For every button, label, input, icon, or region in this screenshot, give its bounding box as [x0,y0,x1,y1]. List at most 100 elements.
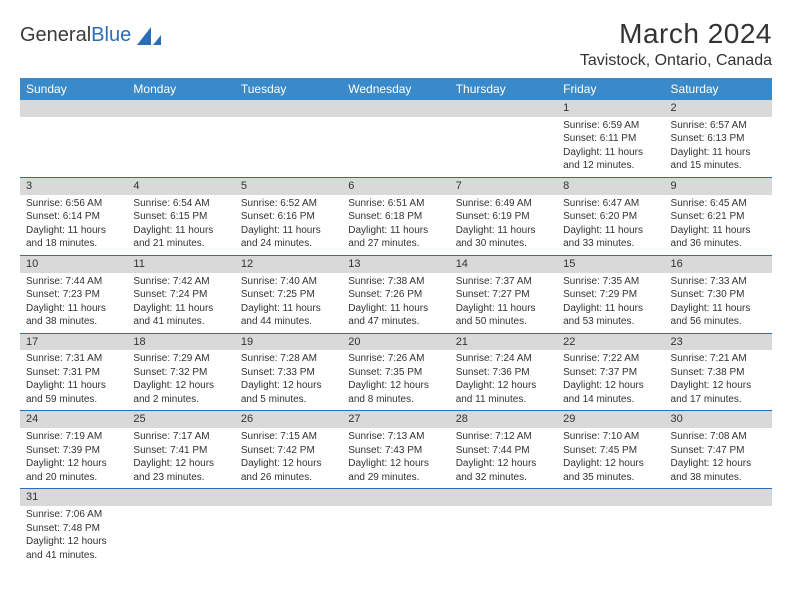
day-body: Sunrise: 6:56 AMSunset: 6:14 PMDaylight:… [20,195,127,255]
sunset-text: Sunset: 7:31 PM [26,366,121,380]
calendar-cell: 7Sunrise: 6:49 AMSunset: 6:19 PMDaylight… [450,177,557,255]
daylight-line1: Daylight: 11 hours [348,302,443,316]
sunrise-text: Sunrise: 7:12 AM [456,430,551,444]
sunrise-text: Sunrise: 7:40 AM [241,275,336,289]
sunrise-text: Sunrise: 7:26 AM [348,352,443,366]
daylight-line2: and 30 minutes. [456,237,551,251]
calendar-cell: 15Sunrise: 7:35 AMSunset: 7:29 PMDayligh… [557,255,664,333]
sunset-text: Sunset: 7:47 PM [671,444,766,458]
calendar-cell: 17Sunrise: 7:31 AMSunset: 7:31 PMDayligh… [20,333,127,411]
sunrise-text: Sunrise: 7:42 AM [133,275,228,289]
daynum-empty [127,489,234,506]
day-number: 13 [342,256,449,273]
calendar-cell: 26Sunrise: 7:15 AMSunset: 7:42 PMDayligh… [235,411,342,489]
daylight-line1: Daylight: 12 hours [133,379,228,393]
calendar-cell: 1Sunrise: 6:59 AMSunset: 6:11 PMDaylight… [557,100,664,177]
daylight-line2: and 41 minutes. [133,315,228,329]
day-number: 23 [665,334,772,351]
daylight-line2: and 29 minutes. [348,471,443,485]
day-body: Sunrise: 7:29 AMSunset: 7:32 PMDaylight:… [127,350,234,410]
sunset-text: Sunset: 7:29 PM [563,288,658,302]
sunrise-text: Sunrise: 6:57 AM [671,119,766,133]
day-number: 18 [127,334,234,351]
weekday-friday: Friday [557,78,664,100]
daynum-empty [450,100,557,117]
daylight-line1: Daylight: 12 hours [241,457,336,471]
day-body: Sunrise: 7:15 AMSunset: 7:42 PMDaylight:… [235,428,342,488]
day-number: 27 [342,411,449,428]
daylight-line1: Daylight: 11 hours [241,302,336,316]
daylight-line2: and 33 minutes. [563,237,658,251]
sunset-text: Sunset: 7:39 PM [26,444,121,458]
day-body: Sunrise: 7:40 AMSunset: 7:25 PMDaylight:… [235,273,342,333]
calendar-cell-empty [342,489,449,566]
day-number: 6 [342,178,449,195]
day-body: Sunrise: 7:10 AMSunset: 7:45 PMDaylight:… [557,428,664,488]
sunset-text: Sunset: 7:41 PM [133,444,228,458]
sunset-text: Sunset: 7:30 PM [671,288,766,302]
sunrise-text: Sunrise: 7:29 AM [133,352,228,366]
sunrise-text: Sunrise: 6:54 AM [133,197,228,211]
daylight-line1: Daylight: 12 hours [241,379,336,393]
calendar-cell: 28Sunrise: 7:12 AMSunset: 7:44 PMDayligh… [450,411,557,489]
daylight-line1: Daylight: 11 hours [456,302,551,316]
sunrise-text: Sunrise: 6:56 AM [26,197,121,211]
weekday-thursday: Thursday [450,78,557,100]
day-number: 28 [450,411,557,428]
calendar-cell-empty [342,100,449,177]
sunset-text: Sunset: 7:27 PM [456,288,551,302]
calendar-row: 17Sunrise: 7:31 AMSunset: 7:31 PMDayligh… [20,333,772,411]
daylight-line1: Daylight: 11 hours [671,302,766,316]
day-number: 2 [665,100,772,117]
day-body: Sunrise: 7:06 AMSunset: 7:48 PMDaylight:… [20,506,127,566]
calendar-cell-empty [665,489,772,566]
day-number: 24 [20,411,127,428]
logo-sail-icon [135,25,163,47]
day-body: Sunrise: 7:21 AMSunset: 7:38 PMDaylight:… [665,350,772,410]
header: GeneralBlue March 2024 Tavistock, Ontari… [20,18,772,70]
daylight-line2: and 21 minutes. [133,237,228,251]
daylight-line2: and 44 minutes. [241,315,336,329]
day-number: 9 [665,178,772,195]
daylight-line2: and 18 minutes. [26,237,121,251]
sunset-text: Sunset: 7:48 PM [26,522,121,536]
calendar-cell-empty [127,489,234,566]
daylight-line2: and 24 minutes. [241,237,336,251]
day-body: Sunrise: 7:31 AMSunset: 7:31 PMDaylight:… [20,350,127,410]
day-body: Sunrise: 7:22 AMSunset: 7:37 PMDaylight:… [557,350,664,410]
sunset-text: Sunset: 7:25 PM [241,288,336,302]
daylight-line2: and 23 minutes. [133,471,228,485]
day-number: 7 [450,178,557,195]
daylight-line2: and 47 minutes. [348,315,443,329]
day-body: Sunrise: 7:17 AMSunset: 7:41 PMDaylight:… [127,428,234,488]
sunrise-text: Sunrise: 7:21 AM [671,352,766,366]
daynum-empty [665,489,772,506]
calendar-cell: 12Sunrise: 7:40 AMSunset: 7:25 PMDayligh… [235,255,342,333]
calendar-table: SundayMondayTuesdayWednesdayThursdayFrid… [20,78,772,566]
daylight-line2: and 56 minutes. [671,315,766,329]
sunset-text: Sunset: 6:15 PM [133,210,228,224]
daylight-line1: Daylight: 12 hours [348,379,443,393]
sunrise-text: Sunrise: 7:35 AM [563,275,658,289]
daylight-line1: Daylight: 12 hours [671,379,766,393]
day-number: 31 [20,489,127,506]
daylight-line2: and 5 minutes. [241,393,336,407]
sunset-text: Sunset: 6:18 PM [348,210,443,224]
sunset-text: Sunset: 7:33 PM [241,366,336,380]
daylight-line2: and 12 minutes. [563,159,658,173]
sunrise-text: Sunrise: 7:06 AM [26,508,121,522]
day-number: 5 [235,178,342,195]
day-number: 17 [20,334,127,351]
calendar-cell: 4Sunrise: 6:54 AMSunset: 6:15 PMDaylight… [127,177,234,255]
day-number: 22 [557,334,664,351]
calendar-cell-empty [235,100,342,177]
daylight-line1: Daylight: 11 hours [348,224,443,238]
day-number: 1 [557,100,664,117]
calendar-row: 10Sunrise: 7:44 AMSunset: 7:23 PMDayligh… [20,255,772,333]
sunset-text: Sunset: 6:13 PM [671,132,766,146]
sunrise-text: Sunrise: 7:37 AM [456,275,551,289]
daylight-line1: Daylight: 11 hours [563,302,658,316]
sunrise-text: Sunrise: 7:17 AM [133,430,228,444]
sunset-text: Sunset: 7:26 PM [348,288,443,302]
daylight-line1: Daylight: 12 hours [348,457,443,471]
